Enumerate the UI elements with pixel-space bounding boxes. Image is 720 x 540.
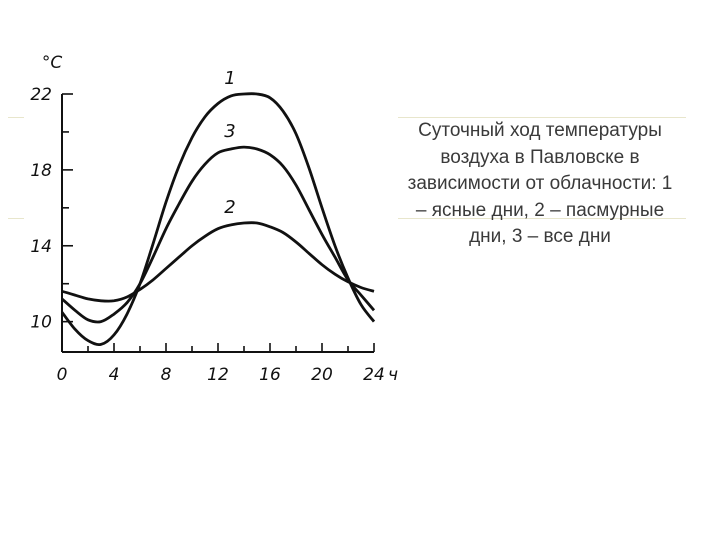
- series-line-2: [61, 221, 375, 303]
- divider-line-top-left: [8, 117, 24, 118]
- x-tick-label: 4: [109, 365, 120, 385]
- y-tick-label: 18: [30, 161, 52, 181]
- x-tick-label: 8: [161, 365, 172, 385]
- chart-caption: Суточный ход температуры воздуха в Павло…: [407, 120, 673, 247]
- x-tick-label: 12: [207, 365, 229, 385]
- x-tick-label: 16: [259, 365, 281, 385]
- series-line-3: [61, 145, 376, 324]
- chart-axes: [61, 93, 375, 353]
- series-label-2: 2: [224, 197, 235, 218]
- x-unit-label: ч: [388, 365, 398, 385]
- series-label-3: 3: [224, 121, 235, 142]
- divider-line-top-right: [398, 117, 686, 118]
- x-tick-label: 24: [363, 365, 385, 385]
- divider-line-mid-right: [398, 218, 686, 219]
- divider-line-mid-left: [8, 218, 24, 219]
- y-axis-unit-label: °C: [42, 53, 63, 73]
- x-tick-label: 20: [311, 365, 333, 385]
- x-tick-label: 0: [57, 365, 68, 385]
- series-label-1: 1: [224, 68, 235, 89]
- chart-curves: [60, 92, 376, 347]
- y-tick-label: 14: [30, 237, 52, 257]
- y-tick-label: 10: [30, 313, 52, 333]
- series-line-1: [60, 92, 376, 347]
- y-tick-label: 22: [30, 85, 52, 105]
